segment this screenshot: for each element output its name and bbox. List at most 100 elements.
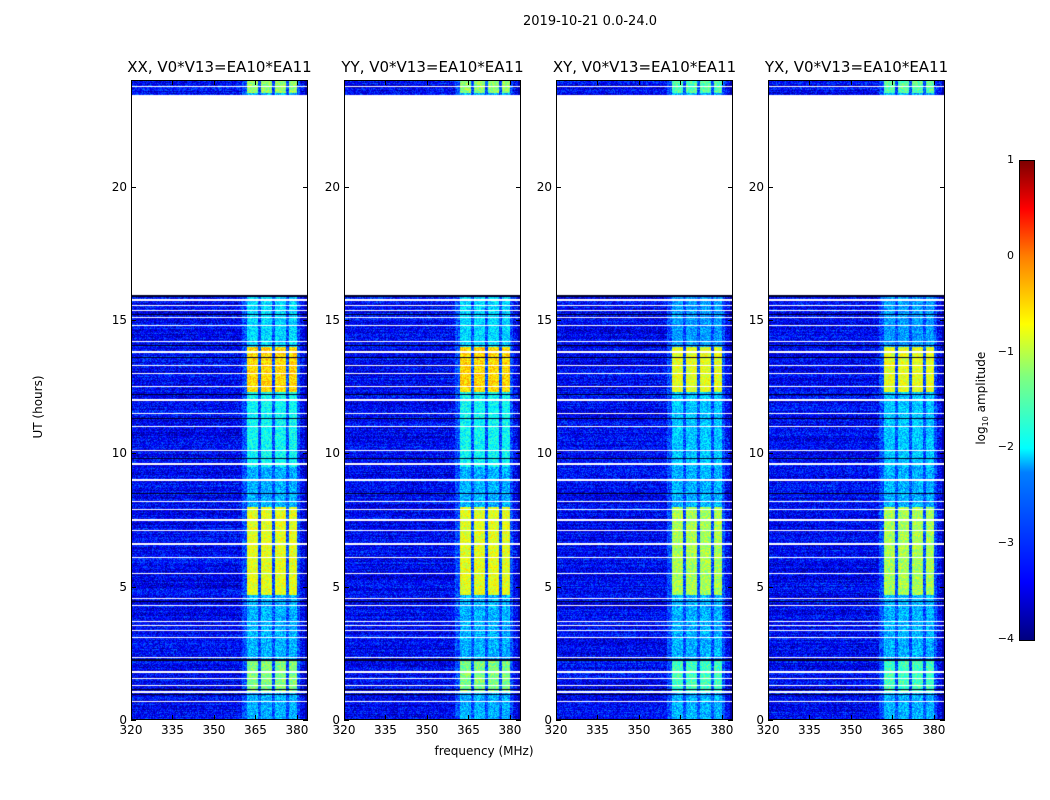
x-tick-mark: [344, 80, 345, 85]
y-tick-mark: [303, 320, 308, 321]
x-tick-label: 365: [881, 723, 904, 737]
y-tick-mark: [768, 320, 773, 321]
y-tick-mark: [344, 320, 349, 321]
x-tick-mark: [296, 80, 298, 85]
heatmap-panel-4: YX, V0*V13=EA10*EA11 320 335 350 365 380 0 5 10 1…: [749, 58, 948, 737]
x-tick-mark: [344, 715, 345, 720]
y-tick-mark: [556, 586, 561, 588]
y-tick-mark: [303, 720, 308, 721]
y-tick-mark: [131, 720, 136, 721]
y-tick-mark: [768, 453, 773, 455]
x-tick-mark: [172, 80, 174, 85]
y-tick-label: 10: [536, 446, 552, 461]
heatmap-image: [131, 80, 308, 720]
x-tick-label: 350: [839, 723, 863, 737]
y-tick-mark: [303, 586, 308, 588]
y-tick-mark: [131, 320, 136, 321]
y-tick-mark: [728, 320, 733, 321]
x-tick-mark: [426, 80, 428, 85]
x-tick-mark: [768, 80, 769, 85]
x-tick-mark: [213, 715, 215, 720]
x-tick-mark: [680, 715, 682, 720]
x-tick-mark: [768, 715, 769, 720]
y-tick-mark: [768, 186, 773, 188]
x-tick-mark: [933, 80, 935, 85]
y-tick-label: 20: [324, 179, 340, 194]
x-tick-mark: [638, 80, 640, 85]
x-tick-label: 365: [457, 723, 480, 737]
colorbar-tick-label: −3: [997, 536, 1014, 550]
heatmap-image: [556, 80, 733, 720]
x-tick-label: 365: [244, 723, 267, 737]
x-tick-mark: [892, 715, 894, 720]
y-tick-mark: [131, 586, 136, 588]
y-axis-label: UT (hours): [31, 375, 45, 439]
x-tick-mark: [255, 80, 257, 85]
y-tick-mark: [728, 586, 733, 588]
axes-frame: [344, 80, 521, 720]
y-tick-mark: [344, 186, 349, 188]
y-tick-mark: [940, 720, 945, 721]
y-tick-label: 5: [119, 579, 127, 594]
x-tick-mark: [255, 715, 257, 720]
y-tick-mark: [728, 186, 733, 188]
y-tick-label: 20: [111, 179, 127, 194]
y-tick-label: 15: [748, 313, 764, 327]
y-tick-label: 10: [111, 446, 127, 461]
colorbar-tick-label: −1: [997, 344, 1014, 358]
axes-frame: [131, 80, 308, 720]
figure-title: 2019-10-21 0.0-24.0: [523, 14, 657, 29]
x-tick-mark: [638, 715, 640, 720]
y-tick-mark: [344, 586, 349, 588]
y-tick-mark: [556, 186, 561, 188]
y-tick-mark: [516, 453, 521, 455]
y-tick-mark: [940, 186, 945, 188]
x-tick-mark: [385, 80, 387, 85]
x-tick-mark: [721, 715, 723, 720]
y-tick-label: 10: [748, 446, 764, 461]
x-tick-mark: [850, 80, 852, 85]
x-tick-mark: [172, 715, 174, 720]
x-tick-mark: [213, 80, 215, 85]
y-tick-label: 0: [332, 713, 340, 727]
x-tick-mark: [296, 715, 298, 720]
axes-frame: [768, 80, 945, 720]
x-tick-mark: [809, 80, 811, 85]
heatmap-panel-2: YY, V0*V13=EA10*EA11 320 335 350 365 380 0 5 10 1…: [325, 58, 524, 737]
y-tick-mark: [556, 453, 561, 455]
panel-title: XY, V0*V13=EA10*EA11: [552, 58, 737, 76]
y-tick-mark: [516, 586, 521, 588]
y-tick-mark: [768, 586, 773, 588]
y-tick-mark: [768, 720, 773, 721]
colorbar-tick-label: 0: [1007, 248, 1014, 262]
y-tick-label: 15: [111, 313, 127, 327]
x-tick-label: 365: [669, 723, 692, 737]
y-tick-mark: [940, 453, 945, 455]
y-tick-mark: [556, 720, 561, 721]
panel-title: YX, V0*V13=EA10*EA11: [764, 58, 949, 76]
colorbar-tick-label: −2: [997, 440, 1014, 454]
axes-frame: [556, 80, 733, 720]
x-tick-mark: [933, 715, 935, 720]
y-tick-mark: [303, 186, 308, 188]
x-tick-label: 350: [627, 723, 651, 737]
x-tick-mark: [892, 80, 894, 85]
y-tick-mark: [556, 320, 561, 321]
x-tick-mark: [721, 80, 723, 85]
y-tick-label: 10: [324, 446, 340, 461]
x-tick-label: 335: [161, 723, 184, 737]
x-tick-mark: [850, 715, 852, 720]
x-tick-mark: [131, 715, 132, 720]
heatmap-image: [344, 80, 521, 720]
heatmap-panel-1: XX, V0*V13=EA10*EA11 320 335 350 365 380 0 5 10 1…: [112, 58, 312, 737]
x-tick-label: 335: [586, 723, 609, 737]
x-tick-label: 380: [710, 723, 734, 737]
heatmap-panel-3: XY, V0*V13=EA10*EA11 320 335 350 365 380 0 5 10 1…: [537, 58, 736, 737]
x-tick-label: 320: [332, 723, 356, 737]
y-tick-mark: [516, 320, 521, 321]
y-tick-mark: [728, 720, 733, 721]
y-tick-label: 5: [332, 579, 340, 594]
x-tick-label: 335: [798, 723, 821, 737]
x-tick-mark: [131, 80, 132, 85]
heatmap-image: [768, 80, 945, 720]
